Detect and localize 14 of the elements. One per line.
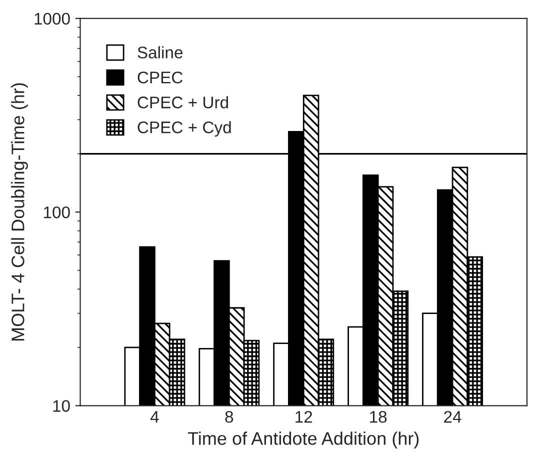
x-tick-label: 8	[225, 410, 234, 423]
x-tick-label: 4	[150, 411, 159, 423]
x-axis-title: Time of Antidote Addition (hr)	[188, 432, 419, 448]
legend-label: CPEC + Cyd	[138, 121, 231, 137]
legend-label: CPEC + Urd	[138, 96, 228, 108]
legend-label: Saline	[138, 46, 183, 58]
y-axis-title: MOLT- 4 Cell Doubling-Time (hr)	[11, 83, 28, 340]
legend-label: CPEC	[138, 72, 183, 84]
y-tick-label: 10	[53, 400, 70, 412]
x-tick-label: 12	[296, 410, 312, 423]
y-tick-label: 1000	[34, 12, 70, 25]
x-tick-label: 18	[370, 410, 387, 423]
x-tick-label: 24	[444, 410, 462, 423]
y-tick-label: 100	[44, 206, 70, 218]
